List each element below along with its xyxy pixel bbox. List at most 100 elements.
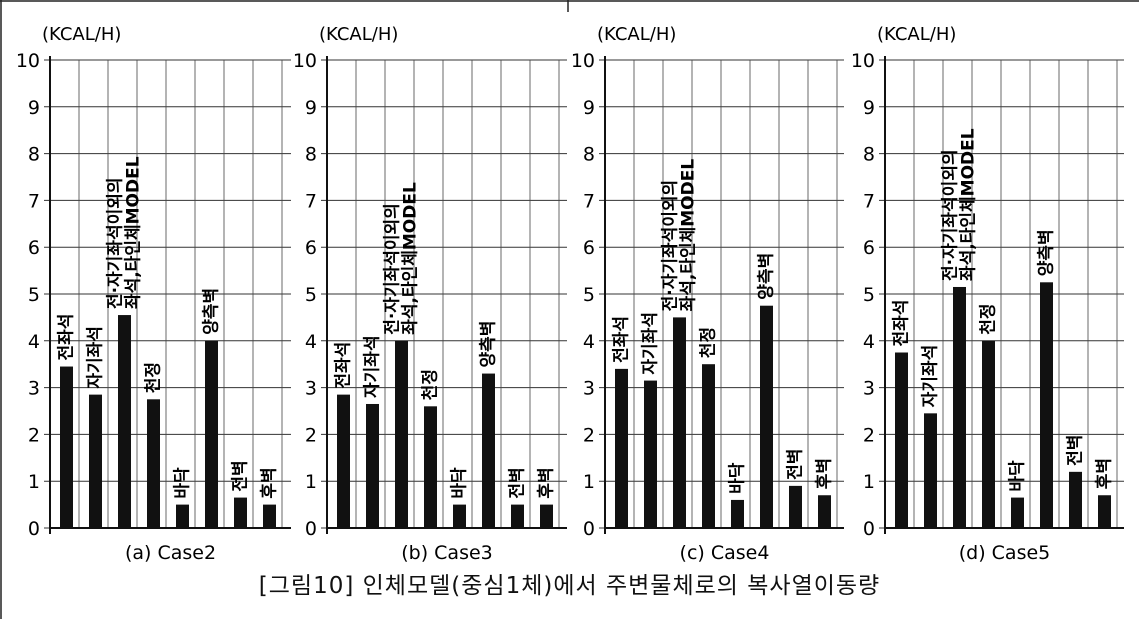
bar — [1011, 497, 1024, 528]
category-label: 전벽 — [1066, 435, 1086, 466]
y-tick-label: 8 — [28, 144, 40, 166]
bar — [482, 373, 495, 528]
y-tick-label: 5 — [863, 284, 875, 306]
y-tick-label: 10 — [16, 50, 40, 72]
bar — [89, 394, 102, 528]
bar — [953, 286, 966, 528]
y-tick-label: 6 — [583, 237, 595, 259]
category-label: 천정 — [421, 369, 441, 400]
category-label: 후벽 — [814, 458, 835, 489]
bar — [60, 366, 73, 528]
category-label: 전벽 — [786, 449, 806, 480]
y-tick-label: 7 — [863, 190, 875, 212]
y-tick-label: 6 — [863, 237, 875, 259]
y-tick-label: 5 — [28, 284, 40, 306]
category-label: 전·자기좌석이외의 — [106, 177, 126, 309]
bar — [731, 499, 744, 528]
y-tick-label: 3 — [28, 378, 40, 400]
category-label: 양측벽 — [479, 321, 499, 368]
y-tick-label: 10 — [293, 50, 317, 72]
y-axis-unit-label: (KCAL/H) — [319, 24, 398, 45]
panel-subtitle: (b) Case3 — [401, 542, 493, 564]
y-tick-label: 7 — [28, 190, 40, 212]
category-label: 좌석,타인체MODEL — [679, 159, 699, 312]
y-tick-label: 10 — [571, 50, 595, 72]
category-label: 자기좌석 — [86, 326, 106, 389]
y-axis-unit-label: (KCAL/H) — [877, 24, 956, 45]
bar — [1069, 471, 1082, 528]
bar — [263, 504, 276, 528]
bar — [511, 504, 524, 528]
y-tick-label: 7 — [305, 190, 317, 212]
category-label: 전좌석 — [57, 314, 77, 361]
y-tick-label: 3 — [583, 378, 595, 400]
bar — [702, 364, 715, 528]
bar — [1098, 495, 1111, 528]
bar — [789, 485, 802, 528]
category-label: 전·자기좌석이외의 — [661, 180, 681, 312]
y-tick-label: 9 — [305, 97, 317, 119]
y-tick-label: 9 — [863, 97, 875, 119]
category-label: 천정 — [979, 304, 999, 335]
bar — [337, 394, 350, 528]
category-label: 좌석,타인체MODEL — [959, 128, 979, 281]
category-label: 전·자기좌석이외의 — [383, 203, 403, 335]
y-tick-label: 8 — [583, 144, 595, 166]
y-tick-label: 9 — [28, 97, 40, 119]
category-label: 천정 — [144, 362, 164, 393]
category-label: 좌석,타인체MODEL — [124, 156, 144, 309]
category-label: 전좌석 — [334, 342, 354, 389]
y-tick-label: 1 — [28, 471, 40, 493]
figure-caption: [그림10] 인체모델(중심1체)에서 주변물체로의 복사열이동량 — [258, 573, 881, 599]
y-tick-label: 2 — [28, 424, 40, 446]
y-tick-label: 0 — [583, 518, 595, 540]
bar — [395, 340, 408, 528]
bar — [366, 403, 379, 528]
y-tick-label: 5 — [583, 284, 595, 306]
y-tick-label: 1 — [305, 471, 317, 493]
category-label: 좌석,타인체MODEL — [401, 182, 421, 335]
bar — [644, 380, 657, 528]
y-tick-label: 9 — [583, 97, 595, 119]
y-tick-label: 0 — [863, 518, 875, 540]
bar — [234, 497, 247, 528]
category-label: 전벽 — [231, 460, 251, 491]
bar — [895, 352, 908, 528]
y-axis-unit-label: (KCAL/H) — [42, 24, 121, 45]
bar — [673, 317, 686, 528]
y-tick-label: 5 — [305, 284, 317, 306]
bar — [205, 340, 218, 528]
y-tick-label: 2 — [305, 424, 317, 446]
panel-subtitle: (c) Case4 — [680, 542, 770, 564]
bar — [1040, 282, 1053, 528]
y-tick-label: 0 — [305, 518, 317, 540]
category-label: 바닥 — [1008, 460, 1028, 492]
bar — [615, 368, 628, 528]
bar — [760, 305, 773, 528]
category-label: 전좌석 — [892, 300, 912, 347]
category-label: 후벽 — [536, 467, 557, 498]
category-label: 바닥 — [728, 462, 748, 494]
y-tick-label: 10 — [851, 50, 875, 72]
category-label: 자기좌석 — [641, 312, 661, 375]
bar — [118, 315, 131, 528]
y-axis-unit-label: (KCAL/H) — [597, 24, 676, 45]
panel-subtitle: (a) Case2 — [125, 542, 216, 564]
bar — [453, 504, 466, 528]
category-label: 양측벽 — [202, 288, 222, 335]
category-label: 자기좌석 — [921, 345, 941, 408]
y-tick-label: 3 — [305, 378, 317, 400]
bar — [818, 495, 831, 528]
category-label: 바닥 — [450, 467, 470, 499]
y-tick-label: 6 — [305, 237, 317, 259]
y-tick-label: 2 — [583, 424, 595, 446]
category-label: 자기좌석 — [363, 335, 383, 398]
y-tick-label: 7 — [583, 190, 595, 212]
y-tick-label: 0 — [28, 518, 40, 540]
category-label: 양측벽 — [1037, 229, 1057, 276]
y-tick-label: 1 — [583, 471, 595, 493]
bar — [147, 399, 160, 528]
y-tick-label: 8 — [305, 144, 317, 166]
